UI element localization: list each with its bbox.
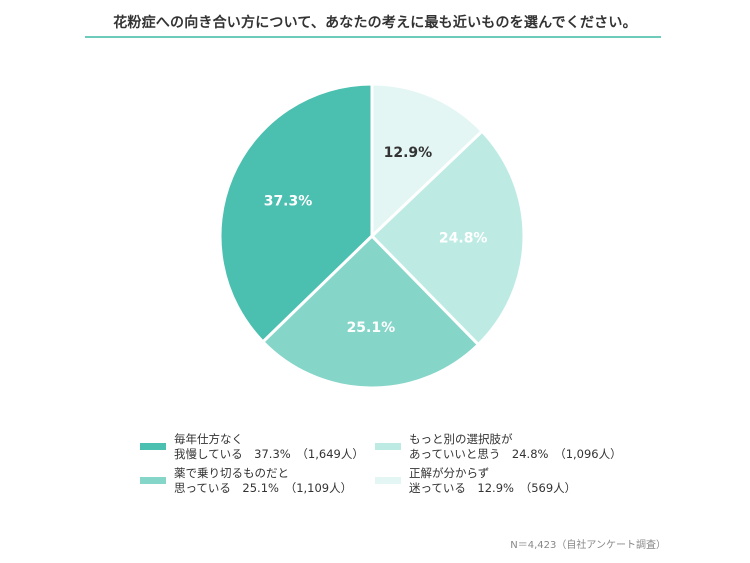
legend-item-mayotte: 正解が分からず 迷っている 12.9% （569人） bbox=[375, 466, 576, 496]
legend-label: 薬で乗り切るものだと 思っている 25.1% （1,109人） bbox=[174, 466, 353, 495]
sample-size-note: N＝4,423（自社アンケート調査） bbox=[510, 540, 666, 551]
legend-swatch bbox=[375, 443, 401, 450]
pie-label-sentakushi: 24.8% bbox=[439, 231, 488, 247]
legend-swatch bbox=[140, 443, 166, 450]
pie-chart: 37.3% 25.1% 24.8% 12.9% bbox=[218, 82, 526, 390]
chart-title: 花粉症への向き合い方について、あなたの考えに最も近いものを選んでください。 bbox=[113, 15, 637, 31]
pie-slice-sentakushi bbox=[369, 129, 526, 347]
pie-slice-kusuri bbox=[260, 233, 481, 390]
legend-label: もっと別の選択肢が あっていいと思う 24.8% （1,096人） bbox=[409, 432, 622, 461]
pie-slice-mayotte bbox=[370, 82, 485, 240]
legend-label: 毎年仕方なく 我慢している 37.3% （1,649人） bbox=[174, 432, 364, 461]
pie-label-mayotte: 12.9% bbox=[384, 145, 433, 161]
legend-swatch bbox=[140, 477, 166, 484]
title-underline bbox=[85, 36, 661, 38]
legend: 毎年仕方なく 我慢している 37.3% （1,649人） 薬で乗り切るものだと 思っ… bbox=[140, 432, 622, 495]
legend-swatch bbox=[375, 477, 401, 484]
pie-slice-gaman bbox=[218, 82, 374, 344]
legend-item-gaman: 毎年仕方なく 我慢している 37.3% （1,649人） bbox=[140, 432, 364, 462]
legend-item-kusuri: 薬で乗り切るものだと 思っている 25.1% （1,109人） bbox=[140, 466, 352, 496]
legend-label: 正解が分からず 迷っている 12.9% （569人） bbox=[409, 466, 577, 495]
pie-label-gaman: 37.3% bbox=[264, 193, 313, 209]
legend-item-sentakushi: もっと別の選択肢が あっていいと思う 24.8% （1,096人） bbox=[375, 432, 622, 462]
pie-label-kusuri: 25.1% bbox=[347, 320, 396, 336]
